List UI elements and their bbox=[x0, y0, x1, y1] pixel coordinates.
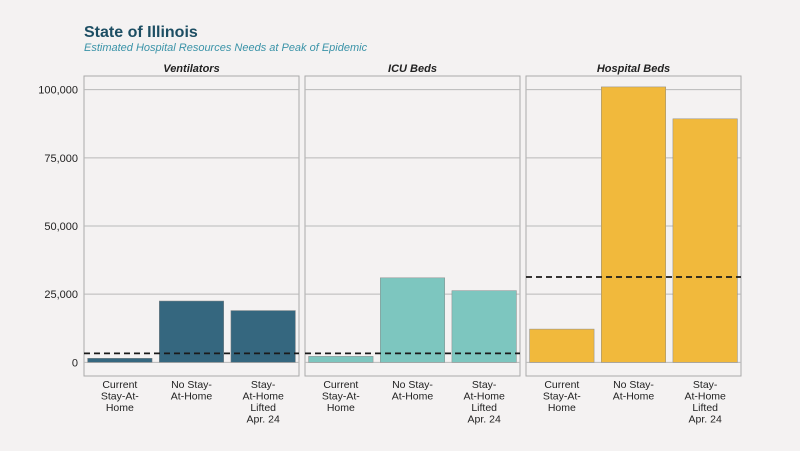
x-tick-label: Stay-At-Home Lifted Apr. 24 bbox=[463, 379, 505, 426]
x-tick-label: No Stay-At-Home bbox=[171, 379, 213, 403]
chart-subtitle: Estimated Hospital Resources Needs at Pe… bbox=[84, 42, 368, 54]
bar bbox=[601, 86, 666, 363]
y-tick-label: 75,000 bbox=[44, 153, 78, 165]
panel-title: ICU Beds bbox=[388, 63, 437, 75]
bar bbox=[529, 328, 595, 363]
y-tick-label: 50,000 bbox=[44, 221, 78, 233]
x-tick-label: Current Stay-At-Home bbox=[322, 379, 360, 414]
y-tick-label: 0 bbox=[72, 357, 78, 369]
x-tick-label: No Stay-At-Home bbox=[392, 379, 434, 403]
bar bbox=[230, 310, 296, 363]
bar bbox=[380, 277, 445, 363]
x-tick-label: Stay-At-Home Lifted Apr. 24 bbox=[242, 379, 284, 426]
x-tick-label: No Stay-At-Home bbox=[613, 379, 655, 403]
chart-title: State of Illinois bbox=[84, 24, 198, 41]
bar bbox=[308, 356, 374, 363]
bar bbox=[451, 290, 517, 363]
bar bbox=[672, 118, 738, 363]
bar bbox=[159, 300, 224, 363]
panel-title: Hospital Beds bbox=[597, 63, 670, 75]
x-tick-label: Current Stay-At-Home bbox=[543, 379, 581, 414]
y-tick-label: 100,000 bbox=[38, 85, 78, 97]
panel-title: Ventilators bbox=[163, 63, 219, 75]
y-tick-label: 25,000 bbox=[44, 289, 78, 301]
x-tick-label: Current Stay-At-Home bbox=[101, 379, 139, 414]
x-tick-label: Stay-At-Home Lifted Apr. 24 bbox=[684, 379, 726, 426]
bar bbox=[87, 358, 153, 363]
